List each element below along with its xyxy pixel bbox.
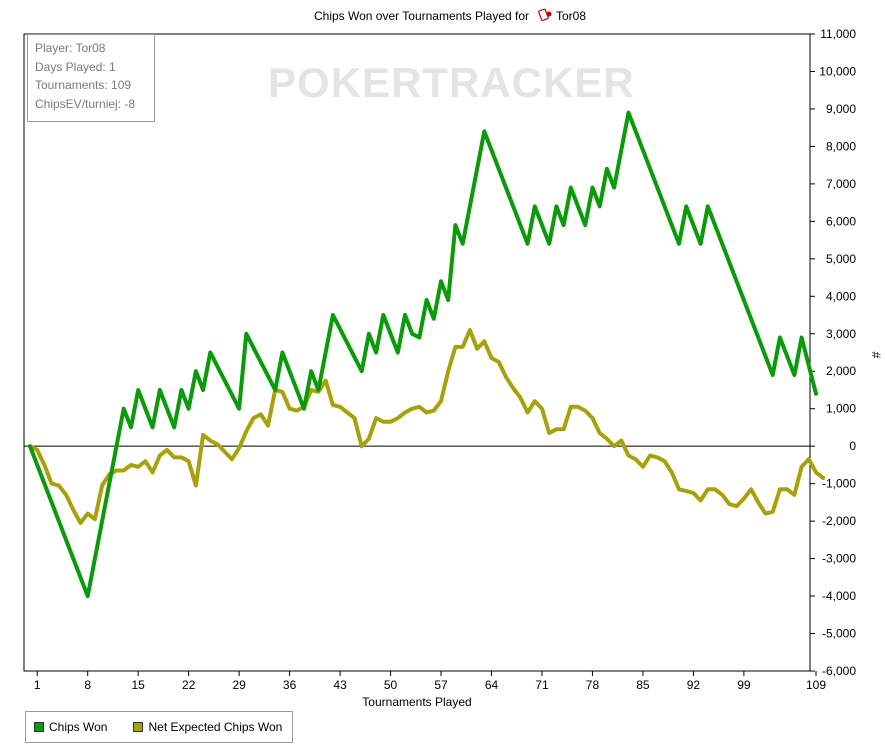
- x-tick-label: 57: [434, 678, 448, 692]
- x-tick-label: 78: [586, 678, 600, 692]
- y-tick-label: -4,000: [822, 589, 856, 603]
- info-chips-ev: ChipsEV/turniej: -8: [35, 96, 136, 111]
- x-axis: 1 8 15 22 29 36 43 50 57 64 71 78 85 92 99 109: [34, 671, 826, 692]
- x-tick-label: 29: [232, 678, 246, 692]
- x-tick-label: 109: [806, 678, 826, 692]
- watermark: POKERTRACKER: [268, 59, 635, 106]
- series-line-net-expected-chips-won: [28, 328, 826, 525]
- info-player: Player: Tor08: [35, 41, 106, 55]
- legend-swatch-chips-won: [34, 722, 44, 732]
- y-tick-label: -6,000: [822, 664, 856, 678]
- y-axis: -6,000 -5,000 -4,000 -3,000 -2,000 -1,000 0 1,0…: [810, 27, 856, 678]
- legend-item-chips-won: Chips Won: [34, 720, 107, 734]
- x-tick-label: 15: [131, 678, 145, 692]
- y-tick-label: 0: [849, 439, 856, 453]
- y-tick-label: -5,000: [822, 627, 856, 641]
- y-tick-label: 10,000: [819, 64, 856, 78]
- y-tick-label: 9,000: [826, 102, 856, 116]
- y-tick-label: 5,000: [826, 252, 856, 266]
- x-tick-label: 85: [636, 678, 650, 692]
- y-tick-label: 7,000: [826, 177, 856, 191]
- chart-title: Chips Won over Tournaments Played for: [314, 9, 529, 23]
- info-tournaments: Tournaments: 109: [35, 78, 132, 92]
- legend-label-chips-won: Chips Won: [49, 720, 108, 734]
- x-tick-label: 43: [333, 678, 347, 692]
- legend-swatch-net-expected: [133, 722, 144, 732]
- x-axis-title: Tournaments Played: [362, 695, 471, 709]
- y-tick-label: 6,000: [826, 214, 856, 228]
- series-layer: [28, 110, 826, 599]
- info-days-played: Days Played: 1: [35, 59, 116, 74]
- y-tick-label: 11,000: [820, 27, 856, 41]
- x-tick-label: 64: [485, 678, 499, 692]
- x-tick-label: 1: [34, 678, 41, 692]
- x-tick-label: 8: [84, 678, 91, 692]
- y-tick-label: 2,000: [826, 364, 856, 378]
- x-tick-label: 99: [737, 678, 751, 692]
- y-tick-label: 8,000: [826, 139, 856, 153]
- x-tick-label: 50: [384, 678, 398, 692]
- y-tick-label: 4,000: [826, 289, 856, 303]
- y-tick-label: -1,000: [822, 477, 856, 491]
- x-tick-label: 92: [687, 678, 701, 692]
- y-axis-title: #: [869, 352, 883, 359]
- legend: Chips Won Net Expected Chips Won: [25, 711, 293, 743]
- y-tick-label: 1,000: [826, 402, 856, 416]
- info-box: Player: Tor08 Days Played: 1 Tournaments…: [27, 34, 155, 122]
- x-tick-label: 36: [283, 678, 297, 692]
- series-line-chips-won: [28, 110, 818, 599]
- legend-item-net-expected: Net Expected Chips Won: [133, 720, 282, 734]
- chart-title-player: Tor08: [556, 9, 586, 23]
- poker-chip-card-icon: [538, 8, 552, 22]
- x-tick-label: 71: [535, 678, 549, 692]
- y-tick-label: -2,000: [822, 514, 856, 528]
- legend-label-net-expected: Net Expected Chips Won: [148, 720, 283, 734]
- plot-area: [23, 33, 811, 672]
- y-tick-label: 3,000: [826, 327, 856, 341]
- y-tick-label: -3,000: [822, 552, 856, 566]
- x-tick-label: 22: [182, 678, 196, 692]
